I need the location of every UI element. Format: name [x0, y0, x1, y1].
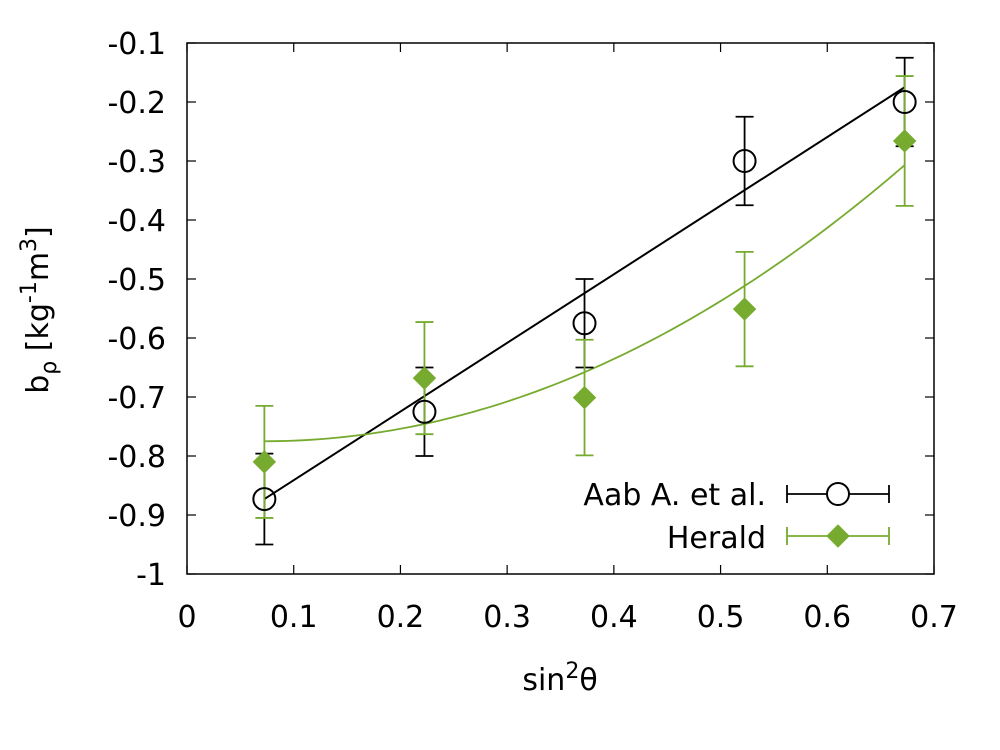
y-tick-label: -0.8 — [107, 440, 166, 475]
legend-label-aab: Aab A. et al. — [583, 478, 766, 513]
y-tick-label: -0.3 — [107, 145, 166, 180]
y-tick-label: -0.6 — [107, 322, 166, 357]
aab-point — [252, 487, 277, 512]
aab-point — [732, 149, 757, 173]
x-tick-label: 0.3 — [483, 600, 531, 635]
y-tick-label: -0.2 — [107, 86, 166, 121]
herald-point — [732, 297, 757, 321]
y-tick-label: -0.1 — [107, 27, 166, 62]
y-tick-label: -0.5 — [107, 263, 166, 298]
herald-point — [252, 450, 277, 474]
y-tick-label: -0.4 — [107, 204, 166, 239]
legend-sample-aab — [786, 482, 890, 506]
x-tick-label: 0 — [177, 600, 196, 635]
x-tick-label: 0.7 — [910, 600, 958, 635]
legend-marker — [826, 482, 850, 506]
y-tick-label: -0.7 — [107, 381, 166, 416]
x-tick-label: 0.6 — [803, 600, 851, 635]
x-tick-label: 0.2 — [377, 600, 425, 635]
plot-area — [186, 42, 935, 575]
y-tick-label: -1 — [136, 558, 166, 593]
legend-entry-aab: Aab A. et al. — [583, 478, 890, 513]
herald-point — [572, 385, 597, 410]
y-tick-label: -0.9 — [107, 499, 166, 534]
x-tick-label: 0.1 — [270, 600, 318, 635]
x-tick-label: 0.5 — [697, 600, 745, 635]
herald-point — [412, 366, 437, 390]
y-axis-label: bρ [kg-1m3] — [17, 226, 62, 394]
aab-point — [892, 90, 917, 114]
error-bars — [255, 56, 914, 546]
x-axis: 0 0.1 0.2 0.3 0.4 0.5 0.6 0.7 — [177, 43, 958, 635]
y-axis: -1 -0.9 -0.8 -0.7 -0.6 -0.5 -0.4 -0.3 -0.2 -0.1 — [107, 27, 934, 593]
herald-point — [892, 129, 917, 153]
legend-label-herald: Herald — [667, 521, 766, 556]
data-markers — [252, 90, 917, 512]
plot-frame — [186, 42, 935, 575]
legend-marker — [826, 524, 850, 548]
aab-point — [572, 311, 597, 336]
legend-entry-herald: Herald — [667, 521, 890, 556]
x-axis-label: sin2θ — [522, 659, 597, 698]
x-tick-label: 0.4 — [590, 600, 638, 635]
legend: Aab A. et al. Herald — [583, 478, 890, 556]
legend-sample-herald — [786, 524, 890, 548]
aab-point — [412, 399, 437, 424]
